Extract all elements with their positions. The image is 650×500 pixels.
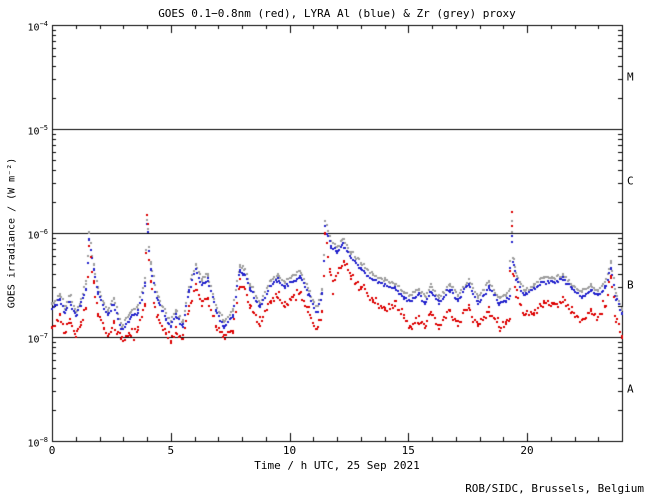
y-tick-label: 10−6 — [27, 228, 48, 242]
y-tick-label: 10−4 — [27, 20, 48, 34]
x-axis-label: Time / h UTC, 25 Sep 2021 — [254, 459, 420, 472]
x-tick-label: 10 — [282, 444, 297, 457]
flare-class-label: C — [627, 174, 634, 188]
y-tick-label: 10−8 — [27, 436, 48, 450]
x-tick-label: 20 — [520, 444, 534, 457]
flare-class-label: A — [627, 382, 634, 396]
x-tick-label: 15 — [401, 444, 415, 457]
flare-class-label: B — [627, 278, 634, 292]
credit-text: ROB/SIDC, Brussels, Belgium — [465, 482, 644, 495]
flare-class-label: M — [627, 70, 634, 84]
x-tick-label: 0 — [48, 444, 56, 457]
chart-title: GOES 0.1−0.8nm (red), LYRA Al (blue) & Z… — [158, 7, 516, 20]
y-axis-label: GOES irradiance / (W m⁻²) — [6, 157, 18, 309]
y-tick-label: 10−7 — [27, 332, 48, 346]
x-tick-label: 5 — [167, 444, 175, 457]
y-tick-label: 10−5 — [27, 124, 48, 138]
